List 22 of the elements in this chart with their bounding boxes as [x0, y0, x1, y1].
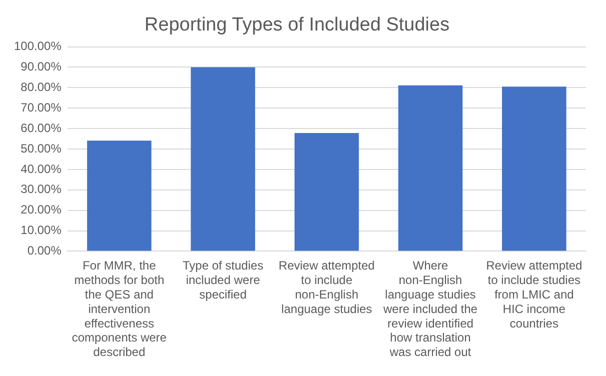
y-tick-label: 90.00% — [20, 60, 62, 74]
y-tick-label: 10.00% — [20, 223, 62, 238]
chart-title: Reporting Types of Included Studies — [144, 14, 450, 36]
y-tick-label: 0.00% — [27, 244, 62, 258]
y-tick-label: 100.00% — [14, 39, 62, 54]
y-tick-label: 80.00% — [20, 80, 62, 94]
x-tick-label: Review attempted to include non-English language studies — [278, 258, 375, 316]
x-tick-label: For MMR, the methods for both the QES and intervention effectiveness components were described — [72, 258, 167, 360]
x-tick-label: Type of studies included were specified — [182, 258, 264, 302]
bar — [398, 85, 463, 251]
y-tick-label: 60.00% — [20, 120, 62, 135]
y-tick-label: 50.00% — [20, 141, 62, 156]
bar — [190, 67, 256, 251]
x-tick-label: Where non-English language studies were included the review identified how translation was carried out — [382, 258, 478, 360]
bar — [294, 133, 359, 251]
y-tick-label: 70.00% — [20, 100, 62, 114]
y-tick-label: 20.00% — [20, 202, 62, 217]
bar — [502, 86, 566, 251]
y-tick-label: 40.00% — [20, 162, 62, 176]
y-tick-label: 30.00% — [20, 182, 62, 196]
x-tick-label: Review attempted to include studies from LMIC and HIC income countries — [486, 258, 582, 330]
bar — [87, 140, 152, 251]
